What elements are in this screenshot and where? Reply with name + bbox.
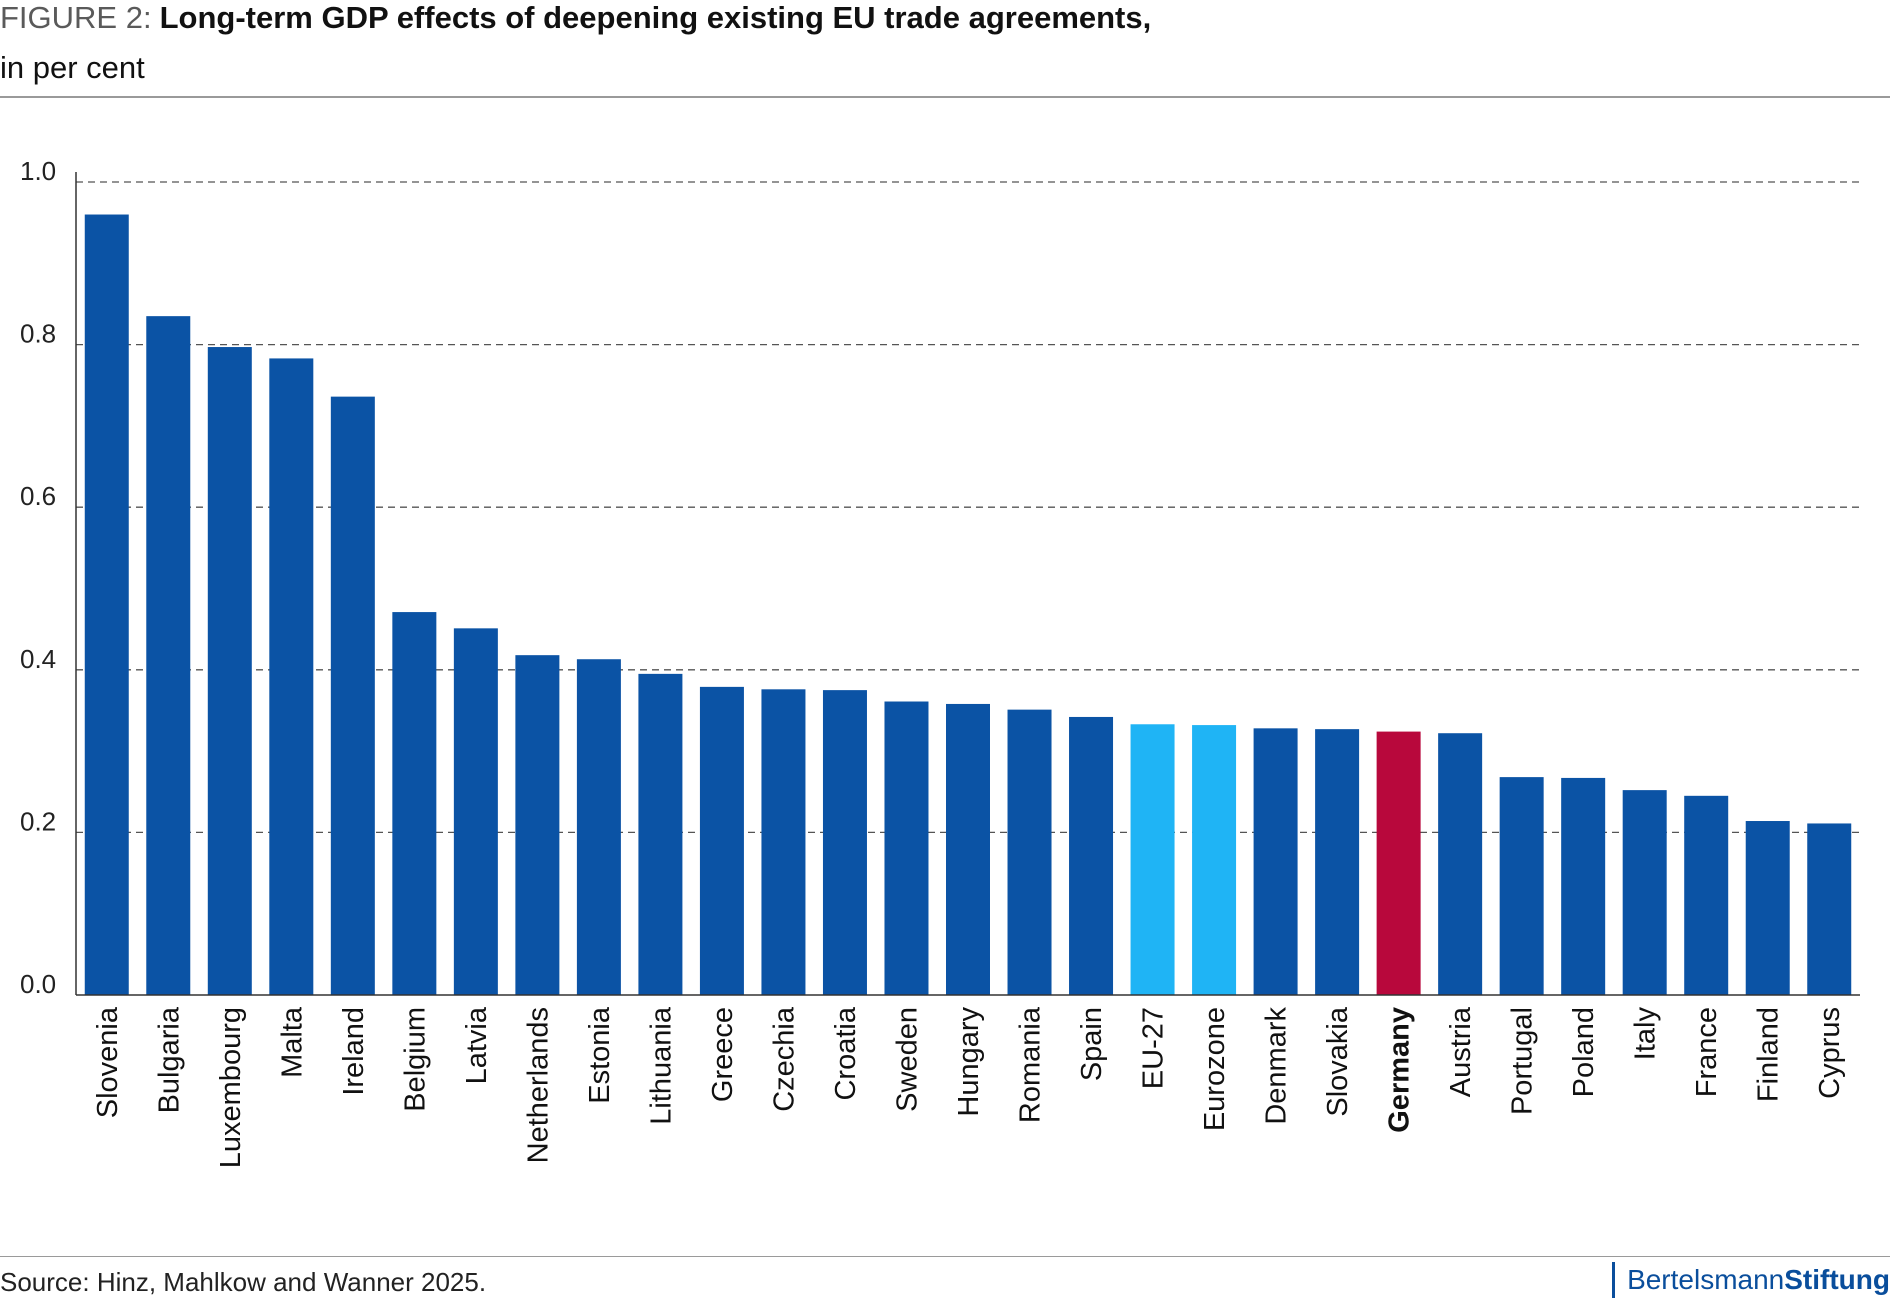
bar-eurozone [1192,725,1237,995]
bar-eu-27 [1130,724,1175,995]
x-tick-label: Estonia [584,1006,616,1104]
bar-poland [1561,777,1606,995]
x-tick-label: Czechia [768,1006,800,1112]
x-tick-label: Slovenia [92,1006,124,1118]
y-tick-label: 0.2 [20,806,56,836]
logo-bar-icon [1612,1262,1616,1298]
x-tick-label: Luxembourg [215,1007,247,1168]
bar-hungary [946,703,990,995]
bar-lithuania [638,673,683,995]
x-tick-label: Netherlands [522,1007,554,1163]
x-tick-label: Latvia [461,1006,493,1084]
source-note: Source: Hinz, Mahlkow and Wanner 2025. [0,1267,487,1297]
x-tick-label: Ireland [338,1007,370,1096]
bar-slovakia [1315,729,1360,995]
bar-greece [699,686,744,995]
x-tick-label: Finland [1753,1007,1785,1102]
bar-estonia [576,659,621,995]
bar-finland [1745,821,1790,995]
bar-slovenia [84,214,129,995]
y-tick-label: 0.8 [20,319,56,349]
bertelsmann-logo: Bertelsmann Stiftung [1612,1262,1890,1298]
x-tick-label: Sweden [891,1007,923,1112]
bar-germany [1376,731,1421,995]
bar-belgium [392,612,437,995]
bar-romania [1007,709,1052,995]
figure-label: FIGURE 2: [0,0,152,35]
bar-france [1684,795,1729,995]
bar-sweden [884,701,929,995]
figure-title: FIGURE 2: Long-term GDP effects of deepen… [0,0,1151,36]
bar-malta [269,358,314,995]
x-tick-label: Poland [1568,1007,1600,1097]
y-tick-label: 1.0 [20,156,56,186]
x-tick-label: Germany [1384,1007,1416,1133]
bar-luxembourg [207,347,252,995]
x-tick-label: Lithuania [645,1006,677,1125]
logo-text-bertelsmann: Bertelsmann [1627,1264,1785,1295]
x-tick-label: Denmark [1261,1007,1293,1125]
x-tick-label: Eurozone [1199,1007,1231,1131]
x-tick-label: Hungary [953,1007,985,1117]
bar-netherlands [515,655,560,995]
y-tick-label: 0.6 [20,481,56,511]
x-tick-label: Cyprus [1814,1007,1846,1099]
bar-croatia [822,690,867,995]
bar-portugal [1499,777,1544,995]
bar-italy [1622,790,1667,995]
bar-spain [1069,716,1114,995]
x-tick-label: Bulgaria [153,1006,185,1113]
bar-latvia [453,628,498,995]
chart-title: Long-term GDP effects of deepening exist… [159,0,1152,35]
bar-czechia [761,689,806,995]
x-tick-label: Croatia [830,1006,862,1100]
x-tick-label: Slovakia [1322,1006,1354,1116]
x-tick-label: Spain [1076,1007,1108,1081]
x-tick-label: Belgium [399,1007,431,1112]
y-tick-label: 0.0 [20,969,56,999]
bottom-divider [0,1256,1890,1257]
x-tick-label: Malta [276,1006,308,1078]
x-tick-label: Italy [1630,1007,1662,1061]
x-tick-label: France [1691,1007,1723,1097]
bar-denmark [1253,728,1298,995]
logo-text-stiftung: Stiftung [1784,1264,1890,1295]
bar-austria [1438,733,1483,995]
x-tick-label: Greece [707,1007,739,1102]
x-tick-label: EU-27 [1138,1007,1170,1089]
bar-cyprus [1807,823,1852,995]
bar-chart: 0.0 0.2 0.4 0.6 0.8 1.0 Slovenia Bulgaria Luxemb… [20,156,1860,1168]
bar-ireland [330,396,375,996]
x-tick-label: Portugal [1507,1007,1539,1115]
top-divider [0,96,1890,98]
x-tick-label: Austria [1445,1006,1477,1097]
y-tick-label: 0.4 [20,644,56,674]
bar-bulgaria [146,316,191,995]
x-tick-label: Romania [1015,1006,1047,1123]
chart-subtitle: in per cent [0,50,145,85]
